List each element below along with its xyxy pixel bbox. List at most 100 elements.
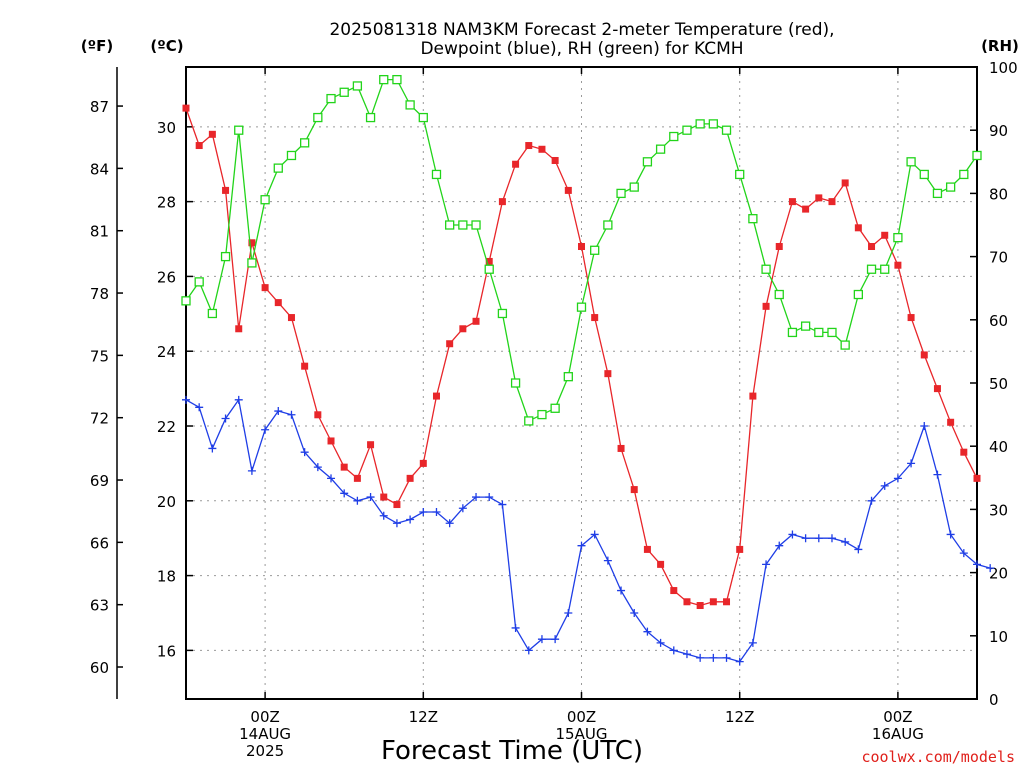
dewpoint-point — [973, 560, 981, 569]
celsius-tick-label: 30 — [157, 119, 176, 137]
grid-lines — [186, 67, 977, 699]
temperature-point — [446, 340, 454, 348]
temperature-point — [960, 448, 968, 456]
temperature-point — [617, 444, 625, 452]
dewpoint-point — [564, 608, 573, 617]
temperature-point — [208, 130, 216, 138]
temperature-point — [432, 392, 440, 400]
series-rh — [181, 74, 982, 426]
rh-point — [431, 169, 442, 180]
dewpoint-point — [722, 653, 731, 662]
fahrenheit-unit-label: (ºF) — [81, 37, 113, 55]
fahrenheit-tick-label: 84 — [90, 160, 109, 178]
rh-tick-label: 20 — [989, 565, 1008, 583]
temperature-point — [274, 299, 282, 307]
temperature-point — [406, 474, 414, 482]
dewpoint-point — [313, 463, 322, 472]
rh-point — [866, 264, 877, 274]
rh-point — [326, 93, 336, 104]
rh-point — [972, 150, 982, 161]
temperature-point — [314, 411, 322, 419]
dewpoint-point — [893, 474, 902, 483]
temperature-point — [604, 370, 612, 378]
rh-point — [721, 125, 732, 135]
rh-tick-label: 30 — [989, 501, 1008, 519]
dewpoint-point — [696, 653, 705, 662]
temperature-point — [630, 486, 638, 494]
celsius-tick-label: 18 — [157, 568, 176, 586]
dewpoint-point — [551, 635, 560, 644]
temperature-point — [340, 463, 348, 471]
rh-tick-label: 50 — [989, 375, 1008, 393]
temperature-point — [933, 385, 941, 393]
temperature-point — [498, 198, 506, 206]
dewpoint-point — [801, 534, 810, 543]
fahrenheit-tick-label: 72 — [90, 410, 109, 428]
dewpoint-point — [880, 481, 889, 490]
rh-point — [537, 409, 547, 420]
rh-point — [352, 81, 363, 91]
rh-tick-label: 40 — [989, 438, 1008, 456]
rh-point — [814, 327, 824, 338]
temperature-point — [802, 205, 810, 213]
temperature-point — [920, 351, 928, 359]
dewpoint-point — [775, 541, 784, 550]
x-tick-label: 12Z — [725, 708, 754, 726]
temperature-point — [841, 179, 849, 187]
rh-point — [616, 188, 626, 199]
temperature-point — [709, 598, 717, 606]
dewpoint-point — [247, 466, 256, 475]
fahrenheit-tick-label: 63 — [90, 597, 109, 615]
chart-title-line-1: 2025081318 NAM3KM Forecast 2-meter Tempe… — [329, 20, 834, 40]
dewpoint-point — [709, 653, 718, 662]
rh-point — [550, 403, 560, 413]
celsius-tick-label: 24 — [157, 343, 176, 361]
temperature-point — [287, 314, 295, 322]
dewpoint-point — [472, 493, 481, 502]
dewpoint-point — [788, 530, 797, 539]
temperature-point — [657, 560, 665, 568]
rh-point — [629, 182, 639, 192]
temperature-point — [578, 243, 585, 251]
fahrenheit-tick-label: 78 — [90, 285, 109, 303]
dewpoint-point — [432, 508, 441, 517]
dewpoint-point — [617, 586, 626, 595]
x-axis-title: Forecast Time (UTC) — [381, 736, 643, 766]
rh-point — [695, 119, 705, 129]
rh-point — [761, 264, 771, 274]
rh-point — [800, 321, 811, 331]
rh-point — [919, 169, 929, 180]
temperature-point — [670, 587, 678, 595]
temperature-point — [485, 257, 493, 265]
rh-point — [840, 340, 850, 350]
temperature-point — [472, 317, 480, 325]
series-temperature — [182, 104, 981, 610]
dewpoint-point — [366, 493, 375, 502]
rh-point — [603, 220, 613, 230]
temperature-point — [591, 314, 599, 322]
dewpoint-point — [182, 395, 190, 404]
rh-point — [392, 74, 402, 85]
dewpoint-point — [933, 470, 942, 479]
rh-point — [418, 112, 428, 123]
dewpoint-point — [841, 537, 850, 546]
dewpoint-point — [327, 474, 336, 483]
dewpoint-point — [867, 496, 876, 505]
rh-point — [827, 327, 837, 338]
temperature-point — [881, 231, 889, 239]
dewpoint-point — [392, 519, 401, 528]
fahrenheit-tick-label: 81 — [90, 223, 109, 241]
dewpoint-point — [656, 638, 665, 647]
rh-point — [260, 195, 270, 205]
celsius-unit-label: (ºC) — [150, 37, 183, 55]
temperature-point — [393, 501, 401, 509]
dewpoint-point — [814, 534, 823, 543]
rh-point — [220, 251, 231, 262]
temperature-point — [564, 186, 572, 194]
rh-tick-label: 0 — [989, 691, 999, 709]
temperature-point — [828, 198, 836, 206]
rh-point — [458, 220, 468, 230]
dewpoint-point — [406, 515, 415, 524]
